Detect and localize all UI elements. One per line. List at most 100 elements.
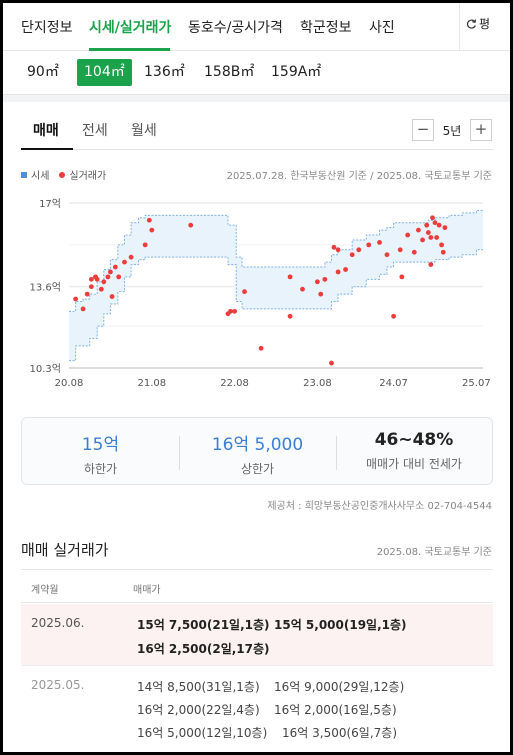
transaction-point xyxy=(428,262,434,267)
deal-row: 2025.05. 14억 8,500(31일,1층) 16억 9,000(29일… xyxy=(21,666,493,752)
transaction-point xyxy=(287,274,293,280)
transaction-point xyxy=(109,294,115,299)
jeonse-ratio-value: 46~48% xyxy=(374,430,454,450)
size-selector: 90㎡ 104㎡ 136㎡ 158B㎡ 159A㎡ xyxy=(3,51,510,95)
period-value: 5년 xyxy=(442,123,462,138)
x-tick-label: 25.07 xyxy=(462,378,491,389)
size-chip-159a[interactable]: 159A㎡ xyxy=(271,64,322,80)
size-chip-158b[interactable]: 158B㎡ xyxy=(204,64,255,80)
transaction-point xyxy=(98,286,104,292)
deal-item[interactable]: 15억 5,000(19일,1층) xyxy=(274,618,407,632)
price-band-lower xyxy=(69,249,483,362)
period-increase-button[interactable]: + xyxy=(470,119,492,141)
legend-band-swatch xyxy=(21,171,27,178)
transaction-point xyxy=(329,360,334,366)
y-tick-label: 10.3억 xyxy=(30,363,61,375)
transaction-point xyxy=(349,252,355,258)
transaction-point xyxy=(315,279,320,285)
provider-info: 제공처 : 희망부동산공인중개사사무소 02-704-4544 xyxy=(267,501,492,512)
deal-item[interactable]: 16억 3,500(6일,7층) xyxy=(282,726,398,740)
legend-dot-label: 실거래가 xyxy=(69,171,107,182)
period-decrease-button[interactable]: − xyxy=(412,119,434,141)
transaction-point xyxy=(108,269,113,275)
unit-label: 평 xyxy=(479,17,491,31)
unit-toggle-button[interactable]: 평 xyxy=(465,15,490,32)
price-chart[interactable]: 17억 13.6억 10.3억 20.08 21.08 22.08 23.08 24.07 25… xyxy=(3,183,510,393)
price-band-area xyxy=(69,210,483,361)
transaction-point xyxy=(391,313,396,319)
transaction-point xyxy=(94,276,100,282)
jeonse-ratio-label: 매매가 대비 전세가 xyxy=(366,457,462,471)
transaction-point xyxy=(300,286,305,292)
deal-item[interactable]: 15억 7,500(21일,1층) xyxy=(137,618,270,632)
deals-title: 매매 실거래가 xyxy=(21,541,109,559)
summary-divider xyxy=(336,436,337,470)
high-price-label: 상한가 xyxy=(240,462,275,476)
transaction-point xyxy=(424,222,430,228)
section-gap xyxy=(3,95,510,102)
transaction-point xyxy=(73,296,79,302)
deal-item[interactable]: 16억 9,000(29일,12층) xyxy=(274,680,405,694)
transaction-point xyxy=(287,313,293,319)
tab-monthly-rent[interactable]: 월세 xyxy=(131,123,157,139)
deals-header: 계약월 매매가 xyxy=(21,569,493,603)
x-tick-label: 20.08 xyxy=(55,378,84,389)
deal-item[interactable]: 16억 5,000(12일,10층) xyxy=(137,726,268,740)
transaction-point xyxy=(128,254,134,260)
transaction-point xyxy=(428,235,434,240)
x-tick-label: 24.07 xyxy=(379,378,408,389)
low-price-value: 15억 xyxy=(81,435,120,455)
tab-photos[interactable]: 사진 xyxy=(369,20,395,36)
transaction-point xyxy=(112,264,118,270)
transaction-point xyxy=(432,220,438,226)
transaction-point xyxy=(411,249,417,255)
tab-sale[interactable]: 매매 xyxy=(33,123,59,139)
summary-high: 16억 5,000 상한가 xyxy=(179,418,336,486)
col-contract-month: 계약월 xyxy=(31,585,59,596)
y-tick-label: 13.6억 xyxy=(30,282,61,294)
chart-source: 2025.07.28. 한국부동산원 기준 / 2025.08. 국토교통부 기… xyxy=(226,171,492,182)
col-sale-price: 매매가 xyxy=(133,585,161,596)
transaction-point xyxy=(416,227,421,233)
transaction-point xyxy=(430,215,435,221)
tab-jeonse[interactable]: 전세 xyxy=(82,123,108,139)
price-band-upper xyxy=(69,209,483,312)
deals-source: 2025.08. 국토교통부 기준 xyxy=(376,547,492,558)
transaction-point xyxy=(399,274,405,280)
transaction-point xyxy=(142,242,148,248)
deal-item[interactable]: 14억 8,500(31일,1층) xyxy=(137,680,260,694)
tab-unit-official-price[interactable]: 동호수/공시가격 xyxy=(188,20,283,36)
deal-row: 2025.06. 15억 7,500(21일,1층) 15억 5,000(19일… xyxy=(21,604,493,666)
tab-complex-info[interactable]: 단지정보 xyxy=(21,20,73,36)
deal-item[interactable]: 16억 2,000(22일,4층) xyxy=(137,703,260,717)
transaction-point xyxy=(436,222,442,228)
y-tick-label: 17억 xyxy=(39,198,61,210)
transaction-point xyxy=(384,252,390,258)
summary-divider xyxy=(179,436,180,470)
deal-item[interactable]: 16억 2,000(16일,5층) xyxy=(274,703,397,717)
summary-ratio: 46~48% 매매가 대비 전세가 xyxy=(336,418,492,486)
transaction-point xyxy=(439,242,444,248)
deal-item[interactable]: 16억 2,500(2일,17층) xyxy=(137,642,270,656)
size-chip-90[interactable]: 90㎡ xyxy=(27,64,59,80)
size-chip-136[interactable]: 136㎡ xyxy=(144,64,185,80)
transaction-point xyxy=(420,237,425,243)
transaction-point xyxy=(105,274,111,280)
deal-tabs-baseline xyxy=(21,149,493,150)
transaction-point xyxy=(228,308,233,314)
transaction-point xyxy=(242,289,247,295)
transaction-point xyxy=(440,249,446,255)
transaction-point xyxy=(84,291,90,297)
period-control: − 5년 + xyxy=(412,119,492,141)
transaction-point xyxy=(116,274,122,280)
transaction-point xyxy=(80,306,86,312)
tab-school[interactable]: 학군정보 xyxy=(300,20,352,36)
x-tick-label: 22.08 xyxy=(220,378,249,389)
x-tick-label: 21.08 xyxy=(137,378,166,389)
high-price-value: 16억 5,000 xyxy=(211,435,304,455)
transaction-point xyxy=(335,247,341,253)
legend-band-label: 시세 xyxy=(31,171,50,182)
tab-price[interactable]: 시세/실거래가 xyxy=(89,20,172,36)
transaction-point xyxy=(377,240,382,245)
size-chip-104[interactable]: 104㎡ xyxy=(77,59,132,86)
